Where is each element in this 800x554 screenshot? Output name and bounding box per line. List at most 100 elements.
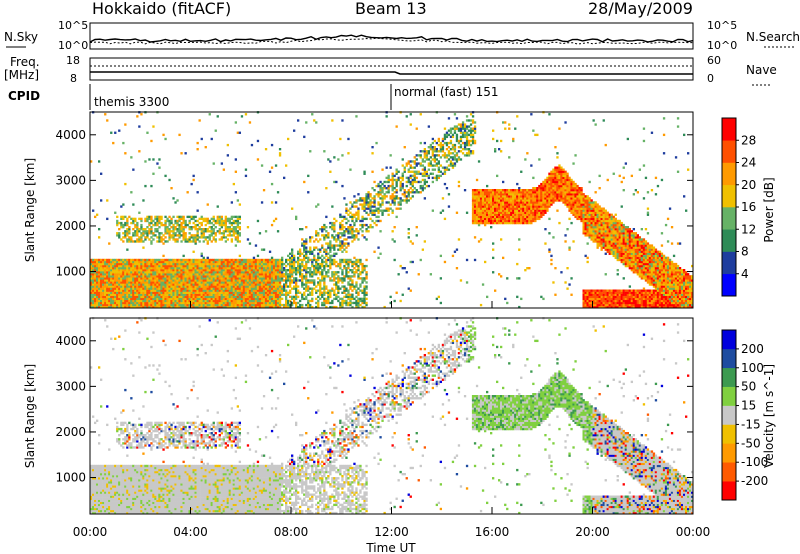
power-cell — [333, 156, 336, 159]
power-cell — [258, 260, 262, 264]
power-cell — [184, 234, 187, 237]
power-cell — [146, 299, 149, 303]
power-cell — [283, 273, 286, 276]
power-cell — [94, 291, 97, 294]
power-cell — [343, 267, 346, 270]
power-cell — [351, 217, 354, 221]
power-cell — [333, 291, 336, 294]
power-cell — [419, 156, 422, 159]
power-cell — [477, 240, 481, 243]
power-cell — [154, 295, 157, 299]
power-cell — [134, 293, 137, 296]
power-cell — [473, 207, 477, 210]
power-cell — [365, 258, 368, 262]
power-cell — [128, 215, 131, 219]
power-cell — [130, 305, 133, 309]
nsky-tick-top: 10^5 — [58, 19, 88, 32]
power-cell — [351, 293, 354, 296]
power-cell — [236, 291, 240, 294]
power-cell — [276, 285, 280, 288]
power-cell — [502, 205, 505, 208]
power-cell — [162, 295, 165, 299]
power-cell — [264, 269, 268, 272]
power-cell — [172, 275, 175, 278]
power-cell — [162, 299, 165, 303]
power-cell — [443, 217, 447, 221]
power-cell — [455, 135, 459, 139]
power-cell — [92, 303, 95, 307]
power-cell — [220, 260, 224, 264]
power-cell — [256, 277, 260, 280]
power-cell — [194, 273, 197, 276]
power-cell — [349, 303, 352, 307]
power-cell — [473, 217, 477, 221]
power-cell — [232, 299, 236, 303]
power-cell — [246, 291, 250, 294]
power-cell — [355, 305, 358, 309]
power-cell — [138, 264, 141, 268]
power-cell — [500, 217, 503, 221]
power-cell — [345, 303, 348, 307]
power-cell — [266, 293, 270, 296]
power-cell — [244, 264, 248, 268]
power-cell — [104, 283, 107, 286]
power-cell — [198, 269, 201, 272]
power-cell — [481, 191, 485, 194]
power-cell — [236, 285, 240, 288]
power-cell — [409, 174, 412, 178]
power-cell — [226, 226, 230, 229]
power-cell — [291, 207, 294, 210]
power-cell — [260, 293, 264, 296]
power-cell — [226, 234, 230, 237]
power-cell — [212, 303, 215, 307]
power-cell — [321, 279, 324, 282]
power-cell — [371, 211, 374, 214]
power-cell — [132, 295, 135, 299]
power-cell — [242, 260, 246, 264]
power-cell — [471, 205, 475, 208]
power-cell — [114, 303, 117, 307]
power-cell — [202, 236, 205, 239]
power-cell — [439, 174, 443, 178]
power-cell — [226, 262, 230, 266]
power-cell — [152, 295, 155, 299]
power-cell — [333, 230, 336, 233]
power-cell — [361, 223, 364, 227]
power-cell — [469, 150, 473, 153]
power-cell — [172, 303, 175, 307]
power-cell — [224, 279, 228, 282]
power-cell — [401, 267, 404, 270]
power-cell — [230, 221, 234, 225]
power-cell — [196, 295, 199, 299]
power-cell — [445, 156, 449, 159]
power-cell — [484, 203, 487, 206]
power-cell — [504, 191, 507, 194]
power-cell — [94, 258, 97, 262]
power-cell — [409, 289, 412, 292]
power-cell — [214, 301, 217, 305]
power-cell — [429, 172, 433, 175]
power-cell — [226, 299, 230, 303]
power-cell — [108, 275, 111, 278]
power-cell — [447, 168, 451, 171]
power-cell — [270, 277, 274, 280]
power-cell — [504, 213, 507, 216]
power-cell — [365, 230, 368, 233]
power-cell — [504, 189, 507, 192]
power-cell — [270, 283, 274, 286]
power-cell — [136, 232, 139, 235]
power-cell — [226, 279, 230, 282]
power-cell — [427, 150, 431, 153]
power-cell — [140, 275, 143, 278]
power-cell — [289, 289, 292, 292]
power-cell — [96, 258, 99, 262]
power-cell — [200, 301, 203, 305]
power-cell — [254, 269, 258, 272]
power-cell — [486, 295, 489, 299]
power-cell — [309, 299, 312, 303]
power-cell — [423, 240, 427, 243]
power-cell — [447, 150, 451, 153]
power-cell — [116, 273, 119, 276]
power-cell — [349, 230, 352, 233]
power-cell — [164, 226, 167, 229]
